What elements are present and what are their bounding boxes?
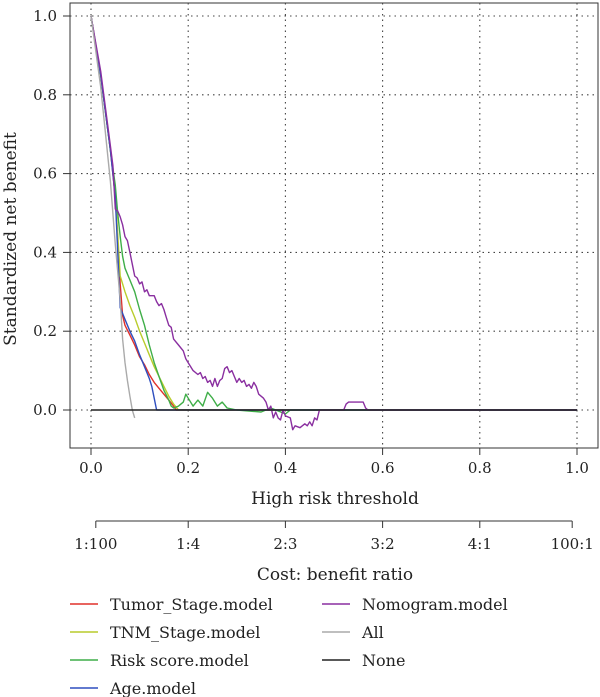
series-line-risk-score-model (90, 15, 577, 415)
cost-benefit-tick-label: 100:1 (551, 535, 594, 553)
x-tick-label: 0.6 (371, 459, 395, 477)
legend-label: Tumor_Stage.model (110, 595, 273, 614)
legend-label: None (362, 651, 405, 670)
x-axis: 0.0 0.2 0.4 0.6 0.8 1.0 (79, 447, 589, 477)
cost-benefit-axis: 1:100 1:4 2:3 3:2 4:1 100:1 (74, 520, 594, 553)
legend-label: Age.model (109, 679, 196, 697)
series-line-tnm-stage-model (90, 15, 577, 411)
legend: Tumor_Stage.model TNM_Stage.model Risk sco… (70, 595, 508, 697)
y-tick-label: 0.8 (33, 86, 57, 104)
y-axis: 0.0 0.2 0.4 0.6 0.8 1.0 (33, 7, 71, 419)
legend-item: Risk score.model (70, 651, 249, 670)
y-tick-label: 0.0 (33, 401, 57, 419)
legend-label: All (361, 623, 384, 642)
cost-benefit-axis-title: Cost: benefit ratio (257, 565, 413, 585)
cost-benefit-tick-label: 1:4 (176, 535, 200, 553)
y-tick-label: 1.0 (33, 7, 57, 25)
cost-benefit-tick-label: 4:1 (468, 535, 492, 553)
legend-item: All (322, 623, 384, 642)
series-line-age-model (90, 15, 577, 411)
legend-label: TNM_Stage.model (110, 623, 260, 642)
y-tick-label: 0.2 (33, 322, 57, 340)
x-tick-label: 0.0 (79, 459, 103, 477)
x-tick-label: 0.8 (468, 459, 492, 477)
x-tick-label: 0.2 (176, 459, 200, 477)
legend-item: Age.model (70, 679, 196, 697)
y-tick-label: 0.6 (33, 165, 57, 183)
y-tick-label: 0.4 (33, 243, 57, 261)
y-axis-title: Standardized net benefit (1, 132, 21, 346)
x-axis-title: High risk threshold (251, 489, 419, 509)
series-layer (90, 15, 577, 431)
legend-label: Risk score.model (110, 651, 249, 670)
cost-benefit-tick-label: 3:2 (371, 535, 395, 553)
cost-benefit-tick-label: 2:3 (273, 535, 297, 553)
plot-frame (69, 2, 599, 449)
legend-item: Nomogram.model (322, 595, 508, 614)
series-line-all (90, 15, 136, 419)
x-tick-label: 0.4 (273, 459, 297, 477)
series-line-tumor-stage-model (90, 15, 577, 411)
grid (70, 3, 598, 448)
cost-benefit-tick-label: 1:100 (74, 535, 117, 553)
legend-label: Nomogram.model (362, 595, 508, 614)
series-line-nomogram-model (90, 15, 577, 431)
legend-item: None (322, 651, 405, 670)
x-tick-label: 1.0 (565, 459, 589, 477)
legend-item: TNM_Stage.model (70, 623, 260, 642)
legend-item: Tumor_Stage.model (70, 595, 273, 614)
